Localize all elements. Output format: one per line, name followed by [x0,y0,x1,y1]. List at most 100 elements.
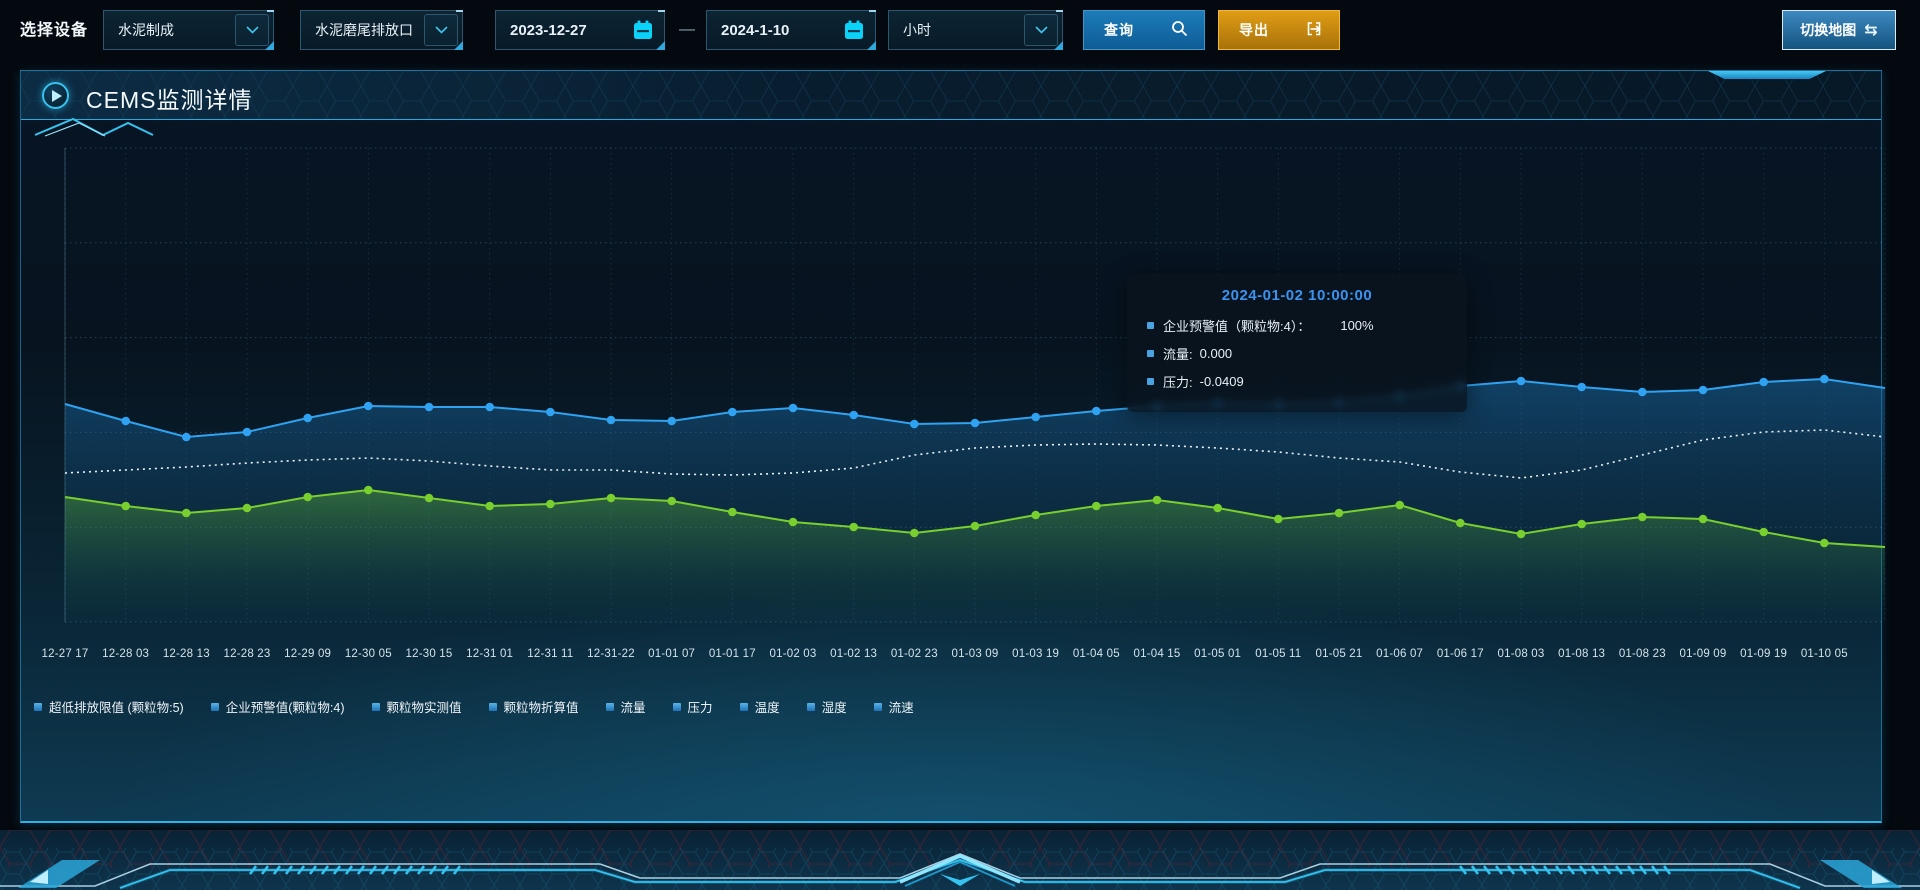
legend-item[interactable]: 超低排放限值 (颗粒物:5) [34,697,184,716]
top-toolbar: 选择设备 水泥制成 水泥磨尾排放口 2023-12-27 — 2024-1-10 [0,0,1920,60]
x-axis-label: 01-03 09 [951,648,999,660]
calendar-icon[interactable] [629,16,657,44]
switch-map-button[interactable]: 切换地图 ⇆ [1782,10,1896,50]
legend-marker-icon [371,702,380,711]
export-button[interactable]: 导出 [1218,10,1340,50]
interval-select[interactable]: 小时 [888,10,1063,50]
chart-tooltip: 2024-01-02 10:00:00 企业预警值（颗粒物:4）： 100% 流量:… [1127,274,1467,412]
x-axis-label: 01-05 01 [1194,648,1242,660]
legend-label: 企业预警值(颗粒物:4) [225,701,345,715]
device-type-select[interactable]: 水泥制成 [103,10,274,50]
x-axis-label: 12-28 23 [223,648,271,660]
legend-item[interactable]: 温度 [739,697,780,716]
legend-marker-icon [806,702,815,711]
legend-marker-icon [672,702,681,711]
x-axis-label: 01-08 23 [1618,648,1666,660]
x-axis-label: 12-27 17 [41,648,89,660]
date-range-separator: — [679,21,695,38]
legend-marker-icon [210,702,219,711]
legend-item[interactable]: 压力 [672,697,713,716]
date-to-input[interactable]: 2024-1-10 [706,10,876,50]
legend-item[interactable]: 流量 [605,697,646,716]
chevron-down-icon[interactable] [1024,14,1058,46]
x-axis-label: 12-28 03 [102,648,150,660]
x-axis-label: 01-05 21 [1315,648,1363,660]
export-button-label: 导出 [1239,22,1269,38]
tooltip-row: 压力: -0.0409 [1147,372,1447,391]
search-icon [1171,20,1188,40]
x-axis-label: 01-09 09 [1679,648,1727,660]
x-axis-label: 01-06 17 [1436,648,1484,660]
tooltip-timestamp: 2024-01-02 10:00:00 [1221,287,1373,304]
legend-item[interactable]: 湿度 [806,697,847,716]
query-button-label: 查询 [1104,22,1134,38]
export-icon [1305,20,1323,41]
header-zigzag-decoration [34,117,154,137]
x-axis-label: 01-01 17 [708,648,756,660]
x-axis-label: 01-03 19 [1012,648,1060,660]
x-axis-label: 12-29 09 [284,648,332,660]
switch-map-label: 切换地图 [1800,22,1857,38]
panel-title: CEMS监测详情 [86,87,253,113]
series-bullet-icon [1147,350,1154,357]
legend-label: 颗粒物折算值 [503,701,579,715]
x-axis-label: 01-08 13 [1558,648,1606,660]
tooltip-series-label: 流量: [1163,347,1193,362]
legend-label: 湿度 [821,701,847,715]
date-from-value: 2023-12-27 [510,21,587,39]
play-icon [42,82,69,109]
legend-label: 压力 [687,701,713,715]
x-axis-label: 01-05 11 [1255,648,1302,660]
date-from-input[interactable]: 2023-12-27 [495,10,665,50]
x-axis-label: 12-31 01 [466,648,514,660]
tooltip-row: 流量: 0.000 [1147,344,1447,363]
legend-item[interactable]: 流速 [873,697,914,716]
tooltip-series-label: 企业预警值（颗粒物:4）： [1163,319,1311,334]
legend-marker-icon [605,702,614,711]
outlet-select[interactable]: 水泥磨尾排放口 [300,10,463,50]
tooltip-series-value: -0.0409 [1199,374,1244,389]
legend-label: 流量 [620,701,646,715]
x-axis-label: 12-31 11 [527,648,574,660]
date-to-value: 2024-1-10 [721,21,790,39]
x-axis-label: 12-30 05 [344,648,392,660]
hexagon-pattern [21,71,1881,119]
x-axis-label: 12-31-22 [587,648,635,660]
tooltip-rows: 企业预警值（颗粒物:4）： 100% 流量: 0.000 压力: -0.0409 [1147,316,1447,391]
series-bullet-icon [1147,378,1154,385]
x-axis-label: 01-09 19 [1740,648,1788,660]
legend-marker-icon [34,702,42,711]
chart-legend: 超低排放限值 (颗粒物:5) 企业预警值(颗粒物:4) 颗粒物实测值 颗粒物折算值 流量… [34,697,914,716]
tooltip-series-value: 100% [1340,318,1374,333]
outlet-value: 水泥磨尾排放口 [315,22,413,38]
device-select-label: 选择设备 [20,22,89,39]
x-axis-label: 01-04 05 [1072,648,1120,660]
x-axis-label: 01-02 13 [830,648,878,660]
x-axis-label: 12-30 15 [405,648,453,660]
tooltip-series-value: 0.000 [1199,346,1233,361]
calendar-icon[interactable] [840,16,868,44]
chevron-down-icon[interactable] [235,14,269,46]
query-button[interactable]: 查询 [1083,10,1205,50]
legend-item[interactable]: 企业预警值(颗粒物:4) [210,697,345,716]
panel-header: CEMS监测详情 [21,71,1881,137]
legend-marker-icon [739,702,748,711]
x-axis-label: 01-02 03 [769,648,817,660]
x-axis-label: 12-28 13 [162,648,210,660]
tooltip-series-label: 压力: [1163,375,1193,390]
legend-marker-icon [488,702,497,711]
header-notch-accent [1708,71,1826,79]
legend-item[interactable]: 颗粒物实测值 [371,697,462,716]
bottom-tech-border [0,830,1920,890]
chevron-down-icon[interactable] [424,14,458,46]
device-type-value: 水泥制成 [118,22,174,38]
legend-label: 流速 [888,701,914,715]
legend-item[interactable]: 颗粒物折算值 [488,697,579,716]
series-bullet-icon [1147,322,1154,329]
x-axis-label: 01-08 03 [1497,648,1545,660]
legend-label: 超低排放限值 (颗粒物:5) [49,701,184,715]
legend-marker-icon [873,702,882,711]
x-axis: 12-27 17 12-28 03 12-28 13 12-28 23 12-29 09… [0,648,1920,664]
interval-value: 小时 [903,22,931,38]
